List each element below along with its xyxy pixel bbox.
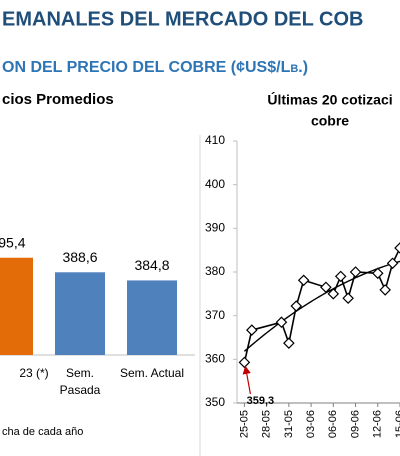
value-label: 395,4 [0,234,26,250]
line-title: cobre [311,113,349,129]
point [275,316,288,329]
y-tick-label: 400 [205,177,225,191]
point [394,242,400,254]
point [290,300,303,312]
bar [0,257,33,355]
y-tick-label: 350 [205,395,225,409]
line-title: Últimas 20 cotizaci [267,91,392,108]
point [246,324,258,336]
x-tick-label: 06-06 [327,410,339,438]
x-tick-label: Sem. Actual [119,366,185,380]
footnote: cha de cada año [2,426,83,438]
x-tick-label: 25-05 [238,410,250,438]
value-label: 359,3 [247,395,275,407]
point [342,292,354,304]
x-tick-label: 31-05 [283,410,295,438]
point [349,266,362,278]
point [334,270,347,283]
bar [55,272,105,355]
page-subtitle: ON DEL PRECIO DEL COBRE (¢US$/Lb.) [2,59,308,76]
x-tick-label: 09-06 [349,410,361,438]
point [327,288,340,300]
bar [127,280,177,355]
line [243,246,400,363]
x-tick-label: 12-06 [372,410,384,438]
y-tick-label: 370 [205,308,225,322]
point [238,356,251,369]
y-tick-label: 410 [205,133,225,147]
point [297,274,310,287]
y-tick-label: 390 [205,221,225,235]
annotation-arrow [242,365,251,395]
y-tick-label: 360 [205,352,225,366]
x-tick-label: 28-05 [261,410,273,438]
x-tick-label: 15-06 [394,410,400,438]
x-tick-label: 23 (*) [19,366,49,380]
page-title: EMANALES DEL MERCADO DEL COB [2,8,364,30]
bar-title: cios Promedios [2,91,114,108]
point [283,337,295,349]
x-tick-label: Sem. Pasada [59,366,101,397]
x-tick-label: 03-06 [305,410,317,438]
point [379,284,391,296]
y-tick-label: 380 [205,264,225,278]
point [320,281,332,294]
value-label: 388,6 [62,249,97,265]
point [371,267,384,280]
value-label: 384,8 [134,257,169,273]
point [386,257,399,270]
